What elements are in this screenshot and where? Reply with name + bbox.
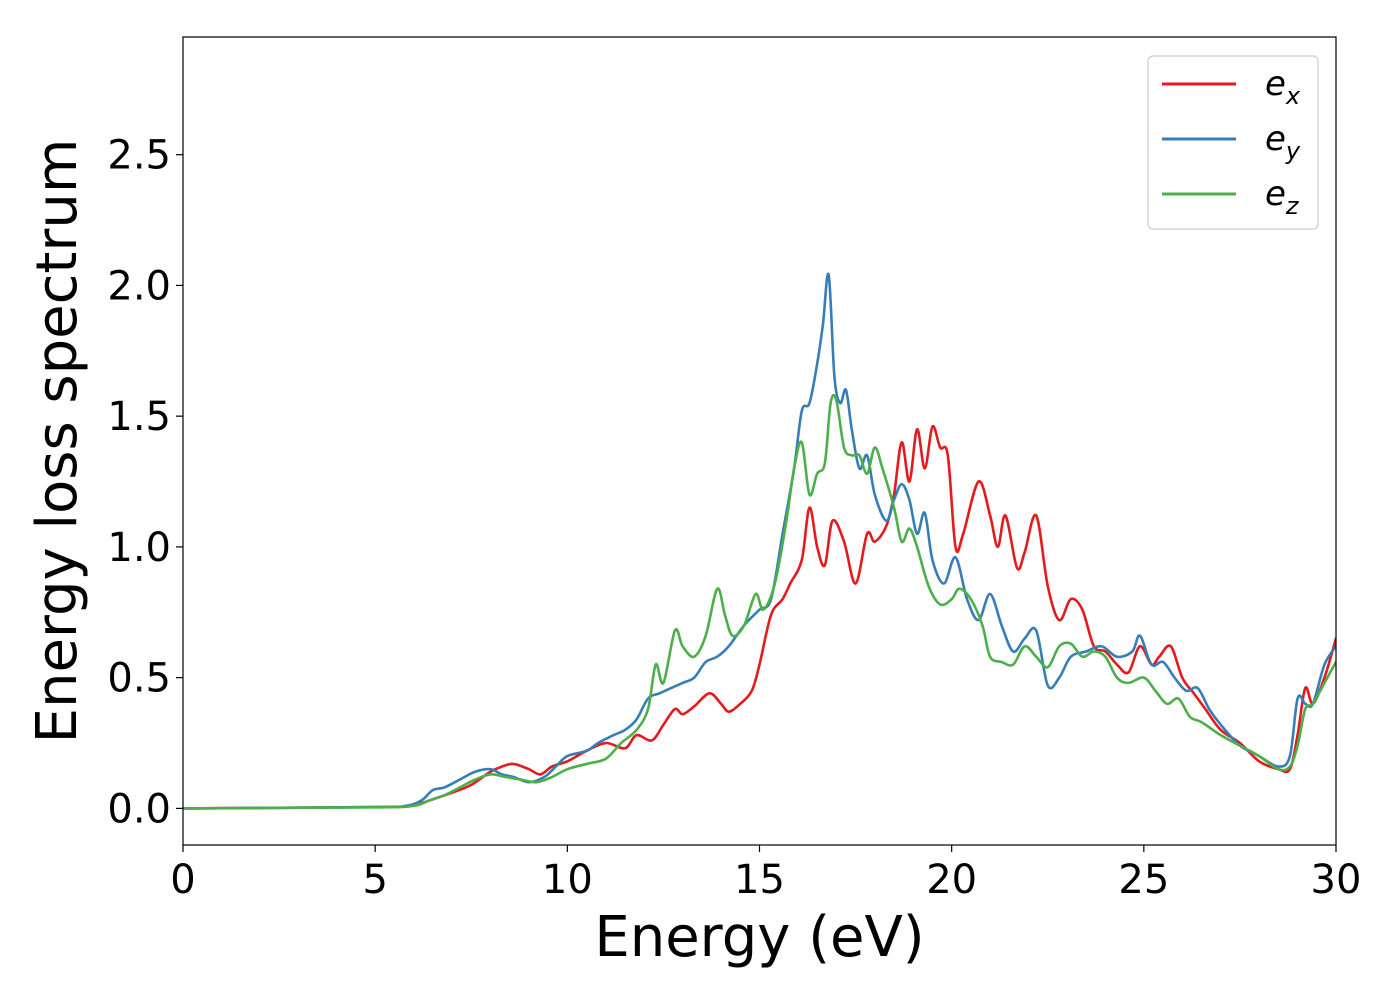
x-axis: 0 5 10 15 20 25 30: [170, 845, 1361, 903]
y-tick-label: 2.0: [107, 263, 171, 309]
legend-label-subscript: y: [1285, 137, 1301, 165]
legend-label-e-y: ey: [1265, 119, 1301, 165]
legend-label-main: e: [1265, 174, 1286, 214]
legend-frame: [1147, 55, 1319, 230]
x-tick-label: 30: [1311, 857, 1362, 903]
y-tick-label: 1.5: [107, 394, 171, 440]
x-tick-label: 25: [1118, 857, 1169, 903]
legend-label-main: e: [1265, 64, 1286, 104]
y-tick-label: 2.5: [107, 133, 171, 179]
x-tick-label: 20: [926, 857, 977, 903]
x-tick-label: 15: [734, 857, 785, 903]
y-axis: 0.0 0.5 1.0 1.5 2.0 2.5: [107, 133, 183, 832]
series-layer: [183, 272, 1336, 810]
series-line-e-y: [183, 272, 1336, 810]
legend-label-subscript: z: [1285, 192, 1300, 220]
legend-label-e-z: ez: [1265, 174, 1300, 220]
legend-label-subscript: x: [1285, 82, 1301, 110]
y-axis-title: Energy loss spectrum: [25, 139, 90, 744]
y-tick-label: 0.5: [107, 656, 171, 702]
series-line-e-z: [183, 393, 1336, 810]
y-tick-label: 0.0: [107, 786, 171, 832]
x-axis-title: Energy (eV): [594, 905, 924, 970]
x-tick-label: 5: [362, 857, 387, 903]
x-tick-label: 0: [170, 857, 195, 903]
x-tick-label: 10: [542, 857, 593, 903]
legend-label-main: e: [1265, 119, 1286, 159]
legend-label-e-x: ex: [1265, 64, 1301, 110]
y-tick-label: 1.0: [107, 525, 171, 571]
plot-background: [183, 37, 1336, 845]
